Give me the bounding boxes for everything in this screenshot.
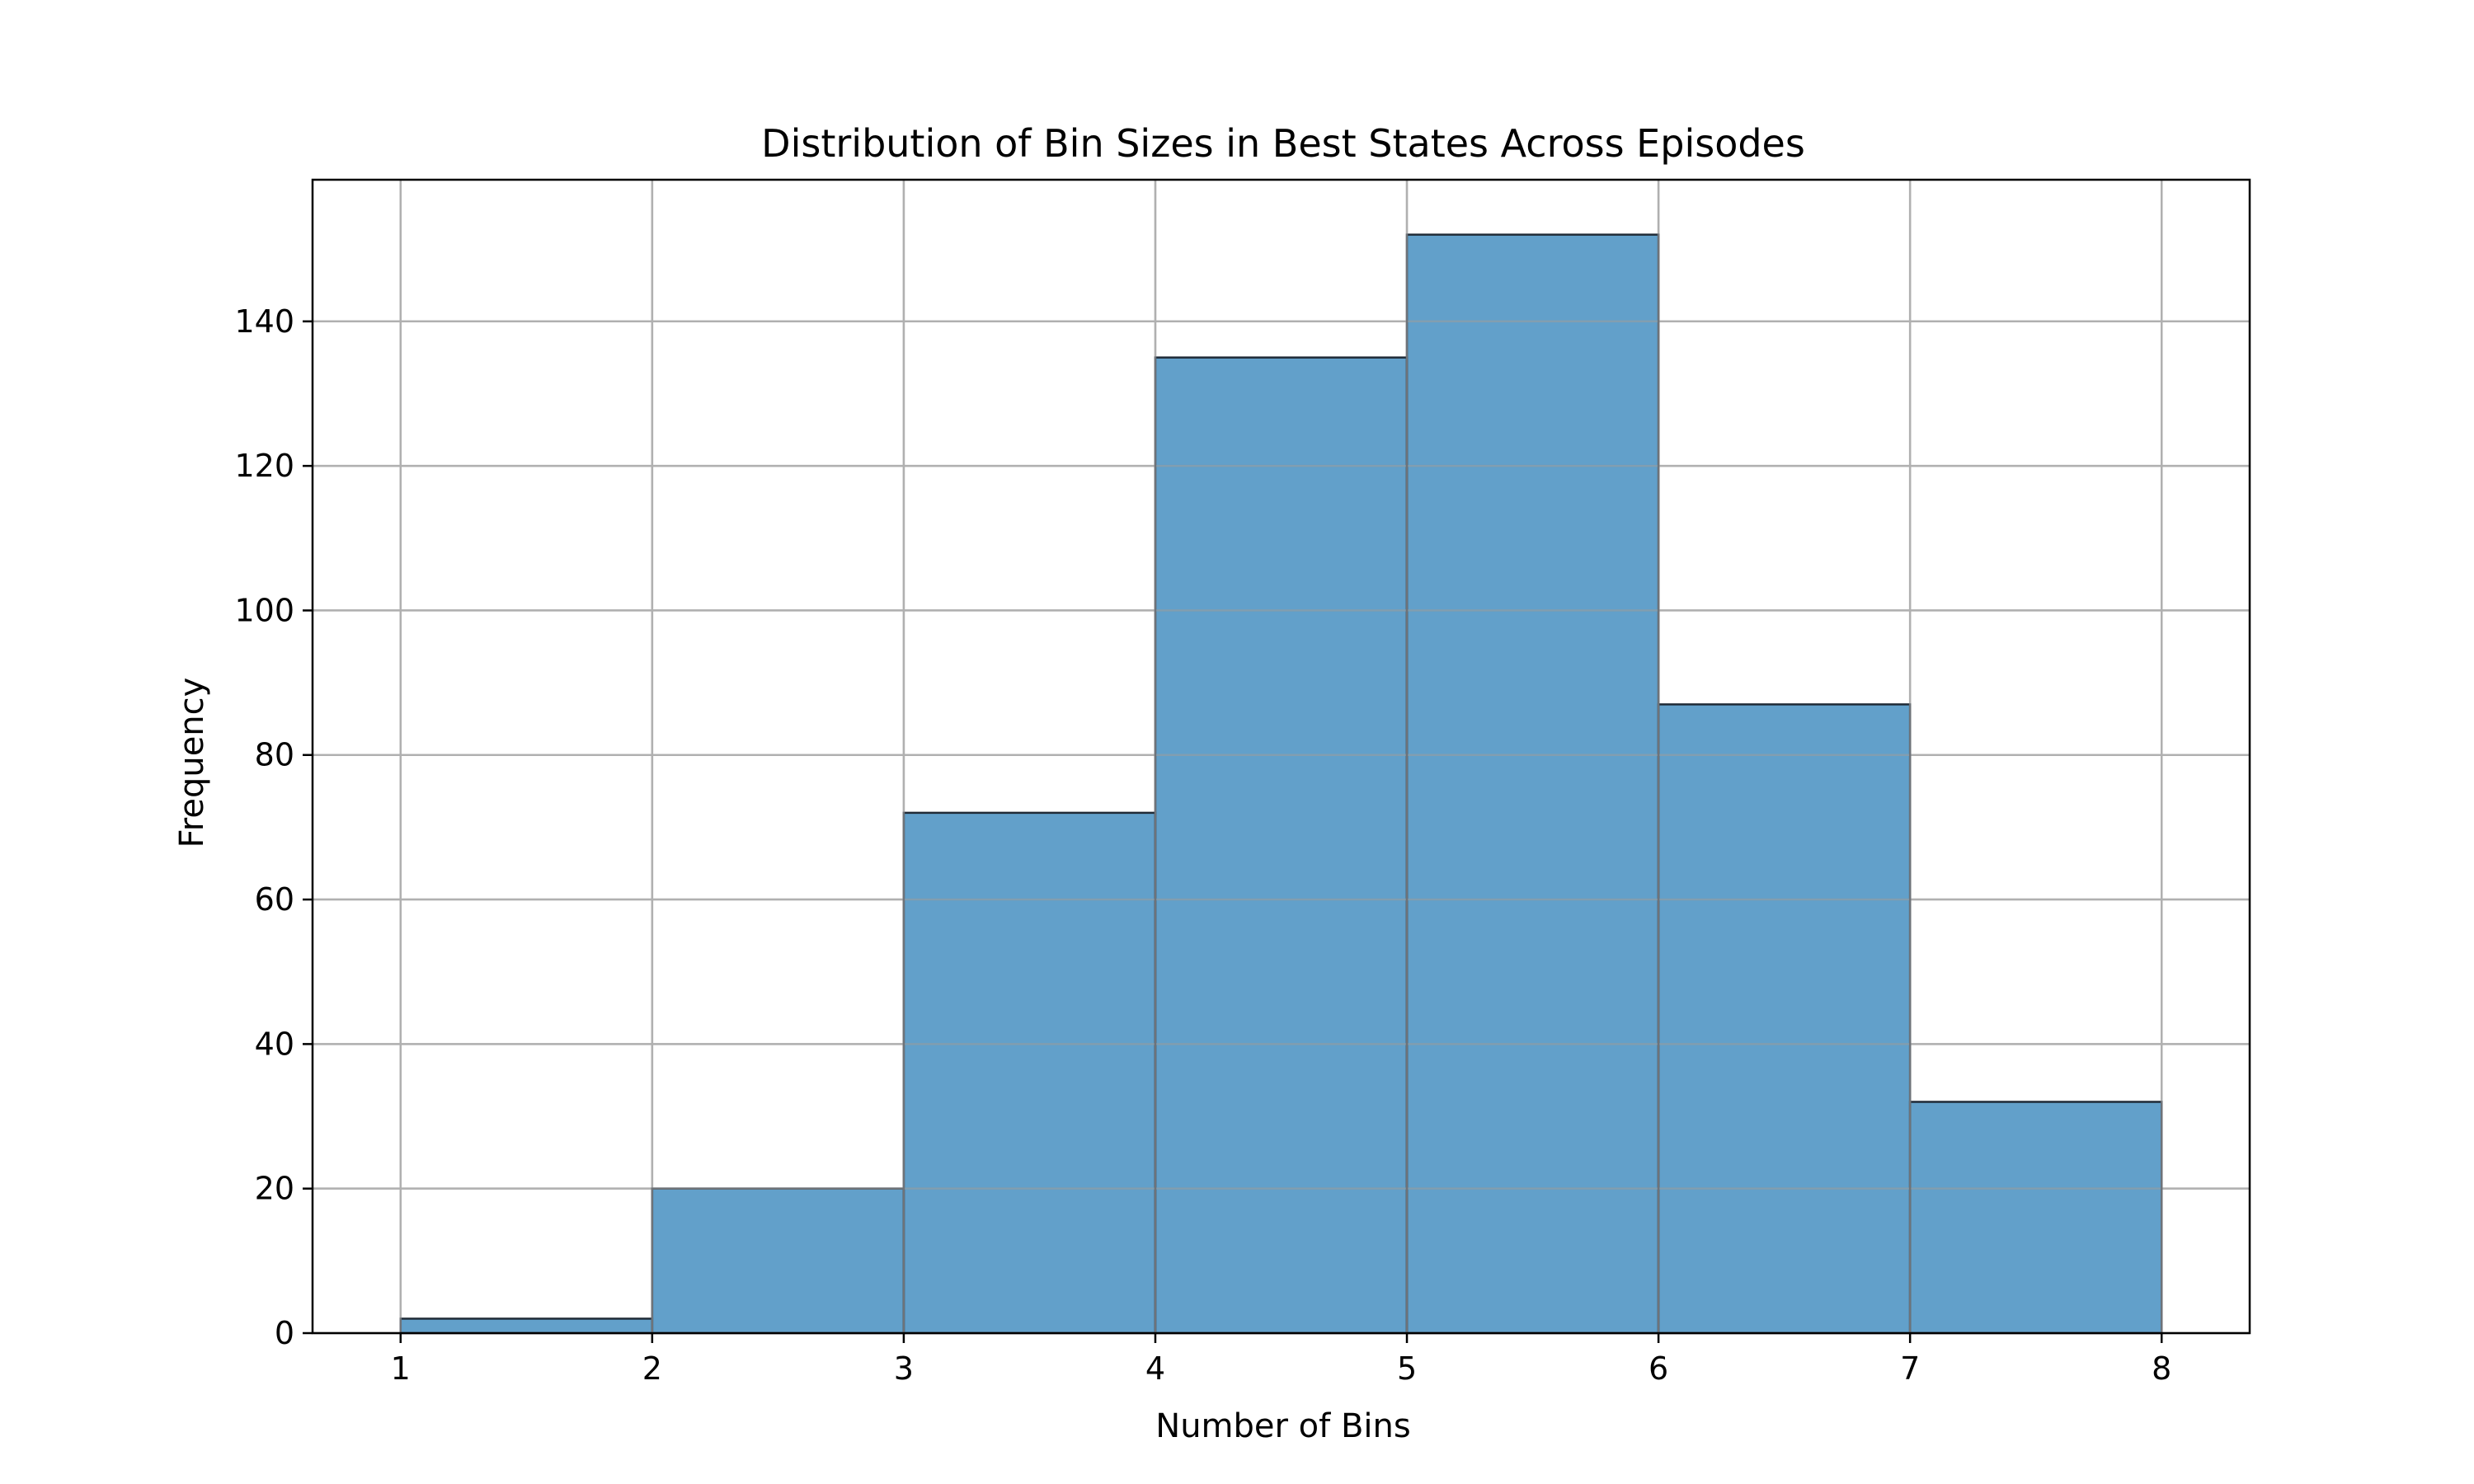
chart-title: Distribution of Bin Sizes in Best States… bbox=[761, 121, 1805, 166]
histogram-bar-6-7 bbox=[1657, 703, 1912, 1335]
bars-layer bbox=[399, 233, 2163, 1335]
histogram-bar-3-4 bbox=[902, 811, 1157, 1335]
x-tick-label: 6 bbox=[1649, 1350, 1668, 1387]
y-axis-label: Frequency bbox=[173, 678, 211, 848]
x-ticks: 1 2 3 4 5 6 7 8 bbox=[391, 1333, 2171, 1387]
y-tick-label: 0 bbox=[275, 1315, 294, 1351]
y-tick-label: 80 bbox=[255, 737, 294, 773]
plot-frame bbox=[311, 178, 2251, 1335]
y-tick-label: 140 bbox=[234, 303, 294, 340]
y-tick-label: 20 bbox=[255, 1171, 294, 1207]
grid-overlay-layer bbox=[313, 180, 2250, 1335]
y-tick-label: 100 bbox=[234, 592, 294, 628]
y-tick-label: 60 bbox=[255, 881, 294, 918]
x-tick-label: 7 bbox=[1900, 1350, 1920, 1387]
x-tick-label: 1 bbox=[391, 1350, 411, 1387]
histogram-bar-2-3 bbox=[651, 1187, 905, 1335]
histogram-bar-7-8 bbox=[1908, 1101, 2163, 1335]
y-tick-label: 40 bbox=[255, 1026, 294, 1062]
x-tick-label: 3 bbox=[894, 1350, 914, 1387]
histogram-bar-5-6 bbox=[1405, 233, 1660, 1335]
x-axis-label: Number of Bins bbox=[1155, 1407, 1410, 1445]
x-tick-label: 5 bbox=[1397, 1350, 1417, 1387]
histogram-bar-1-2 bbox=[399, 1317, 654, 1335]
x-tick-label: 4 bbox=[1145, 1350, 1165, 1387]
x-tick-label: 2 bbox=[642, 1350, 662, 1387]
x-tick-label: 8 bbox=[2152, 1350, 2171, 1387]
y-tick-label: 120 bbox=[234, 448, 294, 484]
histogram-bar-4-5 bbox=[1154, 356, 1409, 1335]
y-ticks: 0 20 40 60 80 100 120 140 bbox=[234, 303, 313, 1351]
